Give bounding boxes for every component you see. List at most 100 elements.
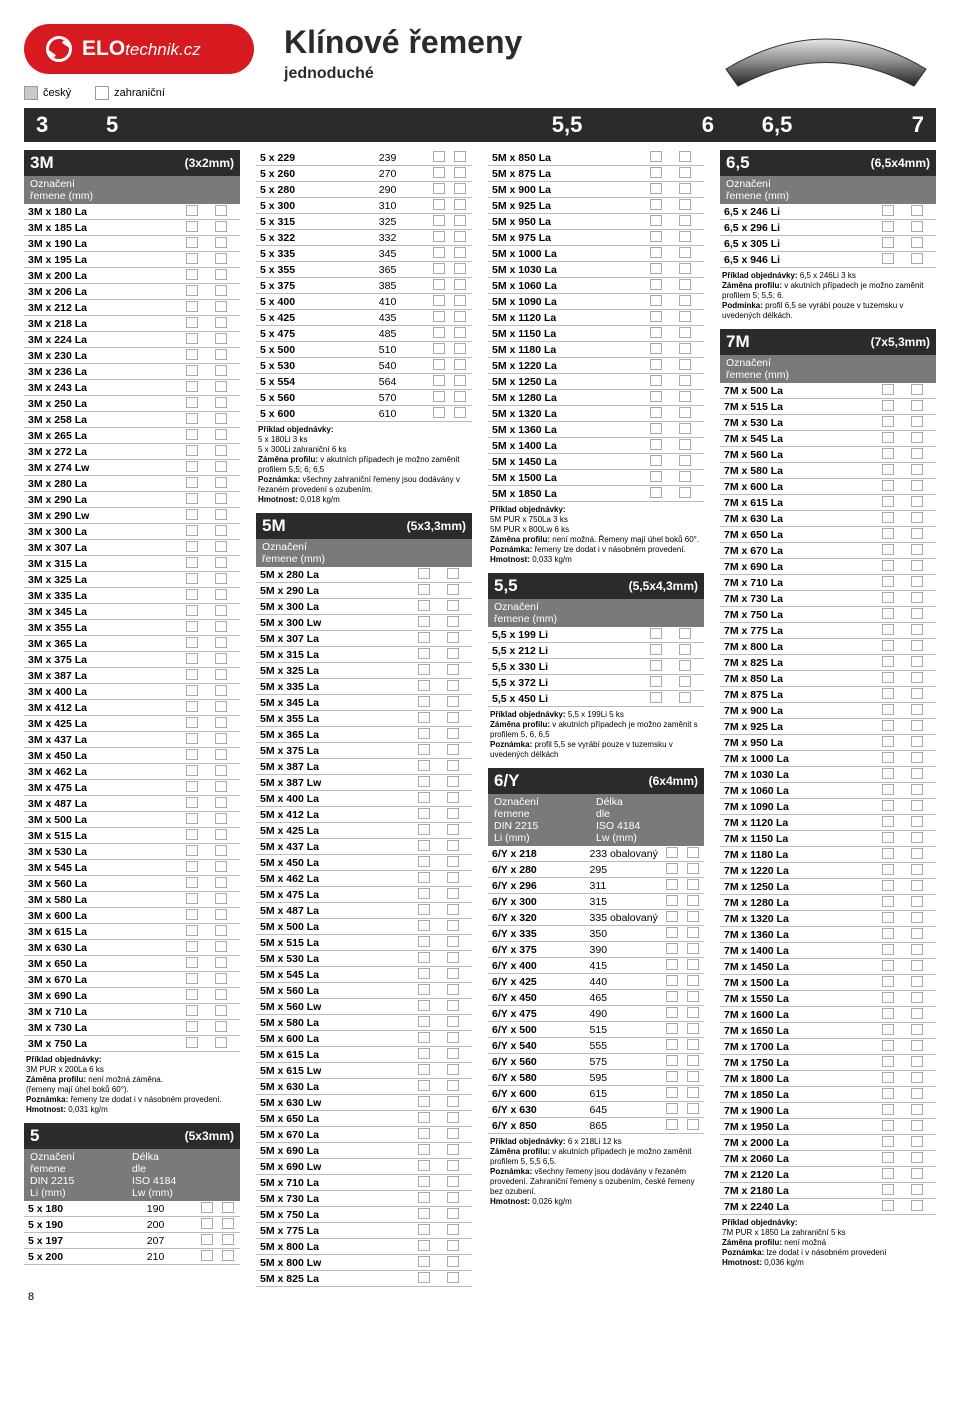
table-row: 7M x 1220 La [720, 863, 936, 879]
table-row: 7M x 1030 La [720, 767, 936, 783]
table-row: 5M x 280 La [256, 567, 472, 583]
section-5m-head: 5M (5x3,3mm) [256, 513, 472, 539]
table-55: 5,5 x 199 Li5,5 x 212 Li5,5 x 330 Li5,5 … [488, 627, 704, 707]
table-row: 3M x 600 La [24, 908, 240, 924]
table-row: 3M x 206 La [24, 284, 240, 300]
table-row: 7M x 1450 La [720, 959, 936, 975]
table-row: 3M x 265 La [24, 428, 240, 444]
table-row: 5M x 1060 La [488, 278, 704, 294]
table-row: 3M x 325 La [24, 572, 240, 588]
table-row: 3M x 300 La [24, 524, 240, 540]
table-row: 7M x 2120 La [720, 1167, 936, 1183]
table-row: 3M x 272 La [24, 444, 240, 460]
table-row: 7M x 1060 La [720, 783, 936, 799]
table-row: 5 x 322332 [256, 230, 472, 246]
table-6y: 6/Y x 218233 obalovaný6/Y x 2802956/Y x … [488, 846, 704, 1134]
table-row: 6/Y x 450465 [488, 990, 704, 1006]
section-5m-subhead: Označení řemene (mm) [256, 539, 472, 567]
table-row: 7M x 1950 La [720, 1119, 936, 1135]
table-row: 7M x 545 La [720, 431, 936, 447]
table-row: 3M x 560 La [24, 876, 240, 892]
section-3m-head: 3M (3x2mm) [24, 150, 240, 176]
table-row: 5 x 260270 [256, 166, 472, 182]
table-row: 6,5 x 305 Li [720, 236, 936, 252]
table-row: 5,5 x 372 Li [488, 675, 704, 691]
table-row: 5M x 315 La [256, 647, 472, 663]
section-5-subhead: Označení řemene DIN 2215 Li (mm) Délka d… [24, 1149, 240, 1201]
table-row: 7M x 580 La [720, 463, 936, 479]
table-row: 7M x 500 La [720, 383, 936, 399]
table-row: 6,5 x 246 Li [720, 204, 936, 220]
table-row: 7M x 1850 La [720, 1087, 936, 1103]
table-row: 5M x 325 La [256, 663, 472, 679]
section-65-head: 6,5 (6,5x4mm) [720, 150, 936, 176]
table-row: 5M x 1000 La [488, 246, 704, 262]
table-row: 5M x 1150 La [488, 326, 704, 342]
col-3: 5M x 850 La5M x 875 La5M x 900 La5M x 92… [488, 150, 704, 1287]
table-row: 3M x 580 La [24, 892, 240, 908]
table-row: 7M x 1550 La [720, 991, 936, 1007]
section-55-subhead: Označení řemene (mm) [488, 599, 704, 627]
table-row: 5M x 670 La [256, 1127, 472, 1143]
table-row: 3M x 345 La [24, 604, 240, 620]
swatch-domestic [24, 86, 38, 100]
table-row: 6/Y x 218233 obalovaný [488, 846, 704, 862]
section-65-subhead: Označení řemene (mm) [720, 176, 936, 204]
table-5m-part1: 5M x 280 La5M x 290 La5M x 300 La5M x 30… [256, 567, 472, 1287]
table-row: 7M x 600 La [720, 479, 936, 495]
table-row: 5M x 630 La [256, 1079, 472, 1095]
size-ruler: 3 5 5,5 6 6,5 7 [24, 108, 936, 142]
table-row: 5M x 560 La [256, 983, 472, 999]
table-row: 5 x 280290 [256, 182, 472, 198]
table-row: 5M x 1280 La [488, 390, 704, 406]
table-row: 3M x 307 La [24, 540, 240, 556]
table-row: 5M x 1400 La [488, 438, 704, 454]
table-row: 5M x 290 La [256, 583, 472, 599]
table-row: 5M x 300 Lw [256, 615, 472, 631]
table-row: 5 x 400410 [256, 294, 472, 310]
table-row: 5M x 1090 La [488, 294, 704, 310]
table-row: 5M x 365 La [256, 727, 472, 743]
table-row: 5,5 x 212 Li [488, 643, 704, 659]
table-row: 7M x 630 La [720, 511, 936, 527]
table-row: 5M x 355 La [256, 711, 472, 727]
table-row: 3M x 190 La [24, 236, 240, 252]
table-row: 5M x 875 La [488, 166, 704, 182]
table-row: 3M x 315 La [24, 556, 240, 572]
table-row: 5,5 x 330 Li [488, 659, 704, 675]
col-2: 5 x 2292395 x 2602705 x 2802905 x 300310… [256, 150, 472, 1287]
table-row: 3M x 218 La [24, 316, 240, 332]
logo-main: ELO [82, 37, 125, 60]
table-row: 7M x 1250 La [720, 879, 936, 895]
table-row: 3M x 530 La [24, 844, 240, 860]
section-6y-head: 6/Y (6x4mm) [488, 768, 704, 794]
table-row: 5 x 335345 [256, 246, 472, 262]
table-row: 5M x 412 La [256, 807, 472, 823]
table-row: 7M x 710 La [720, 575, 936, 591]
table-row: 7M x 750 La [720, 607, 936, 623]
brand-logo: ELOtechnik.cz [24, 24, 254, 74]
section-3m-subhead: Označení řemene (mm) [24, 176, 240, 204]
table-row: 5M x 975 La [488, 230, 704, 246]
table-row: 3M x 450 La [24, 748, 240, 764]
page-title: Klínové řemeny [284, 24, 716, 61]
table-row: 5 x 200210 [24, 1249, 240, 1265]
table-row: 5M x 475 La [256, 887, 472, 903]
table-row: 3M x 730 La [24, 1020, 240, 1036]
table-row: 5M x 387 La [256, 759, 472, 775]
table-row: 3M x 180 La [24, 204, 240, 220]
table-row: 5M x 690 Lw [256, 1159, 472, 1175]
table-row: 6/Y x 335350 [488, 926, 704, 942]
table-row: 3M x 236 La [24, 364, 240, 380]
table-row: 5,5 x 450 Li [488, 691, 704, 707]
table-row: 3M x 475 La [24, 780, 240, 796]
table-row: 3M x 710 La [24, 1004, 240, 1020]
table-row: 3M x 200 La [24, 268, 240, 284]
table-row: 7M x 690 La [720, 559, 936, 575]
table-row: 7M x 670 La [720, 543, 936, 559]
table-row: 7M x 1320 La [720, 911, 936, 927]
table-row: 5M x 1220 La [488, 358, 704, 374]
table-row: 6/Y x 425440 [488, 974, 704, 990]
table-row: 5M x 1850 La [488, 486, 704, 502]
table-row: 7M x 925 La [720, 719, 936, 735]
